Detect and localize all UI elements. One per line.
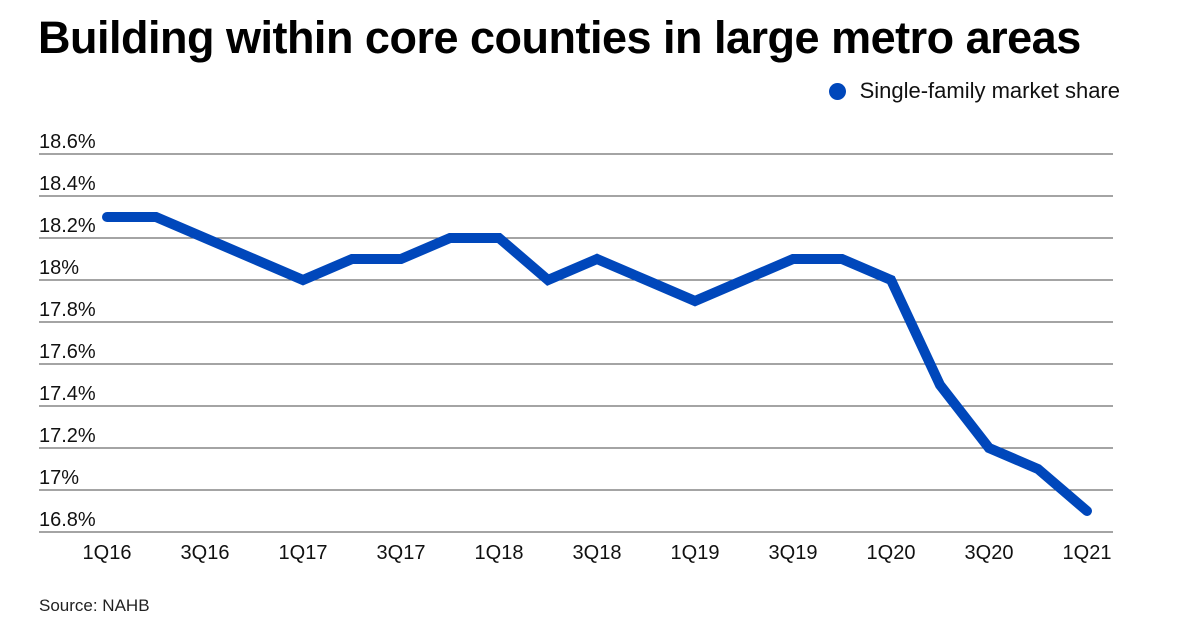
y-tick-label: 17%	[39, 467, 79, 489]
x-tick-label: 1Q20	[867, 542, 916, 564]
y-tick-label: 18.4%	[39, 173, 96, 195]
x-tick-label: 1Q21	[1063, 542, 1112, 564]
legend-label: Single-family market share	[859, 78, 1120, 103]
legend-marker-icon	[828, 82, 846, 100]
y-tick-label: 17.4%	[39, 383, 96, 405]
x-tick-label: 3Q16	[181, 542, 230, 564]
x-tick-label: 1Q17	[279, 542, 328, 564]
x-tick-label: 3Q19	[769, 542, 818, 564]
legend: Single-family market share	[828, 78, 1120, 104]
y-tick-label: 16.8%	[39, 509, 96, 531]
y-axis-ticks: 18.6% 18.4% 18.2% 18% 17.8% 17.6% 17.4% 17.2% 17…	[39, 131, 96, 531]
x-axis-ticks: 1Q16 3Q16 1Q17 3Q17 1Q18 3Q18 1Q19 3Q19 1Q20 3Q20…	[83, 542, 1112, 564]
y-tick-label: 17.8%	[39, 299, 96, 321]
x-tick-label: 3Q20	[965, 542, 1014, 564]
y-tick-label: 17.2%	[39, 425, 96, 447]
y-tick-label: 17.6%	[39, 341, 96, 363]
series-layer	[102, 212, 1092, 516]
y-tick-label: 18.2%	[39, 215, 96, 237]
chart-title: Building within core counties in large m…	[38, 12, 1081, 63]
x-tick-label: 3Q17	[377, 542, 426, 564]
x-tick-label: 1Q19	[671, 542, 720, 564]
source-note: Source: NAHB	[39, 596, 150, 615]
y-tick-label: 18.6%	[39, 131, 96, 153]
x-tick-label: 3Q18	[573, 542, 622, 564]
x-tick-label: 1Q18	[475, 542, 524, 564]
x-tick-label: 1Q16	[83, 542, 132, 564]
gridlines	[39, 153, 1113, 533]
y-tick-label: 18%	[39, 257, 79, 279]
